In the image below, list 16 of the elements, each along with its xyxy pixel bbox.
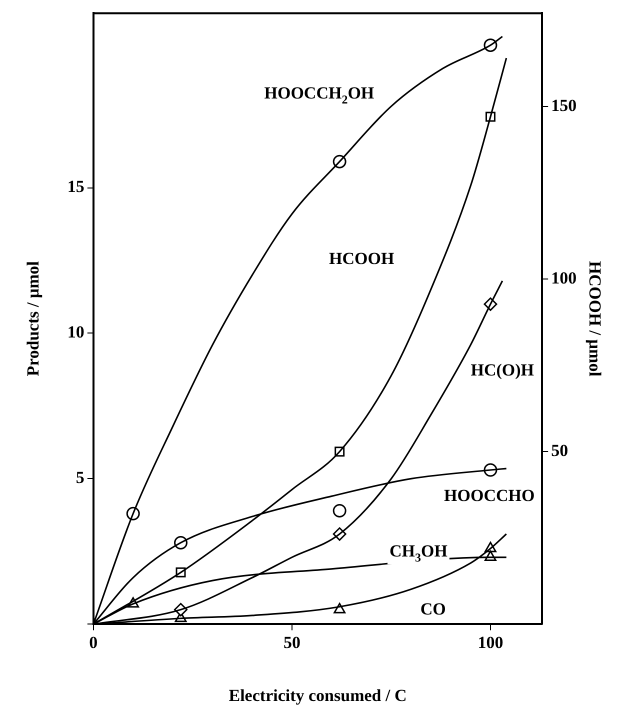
text: HCOOH <box>329 248 394 268</box>
y2-tick-label: 50 <box>551 440 568 460</box>
y-tick-label: 10 <box>67 322 84 342</box>
series-label: CO <box>420 600 446 619</box>
x-axis-title: Electricity consumed / C <box>228 686 407 706</box>
y2-tick-label: 150 <box>551 96 577 115</box>
x-tick-label: 100 <box>478 632 504 652</box>
y2-axis-title: HCOOH / μmol <box>585 260 604 377</box>
y-axis-title: Products / μmol <box>24 260 43 376</box>
y-tick-label: 15 <box>67 177 84 196</box>
series-label: HC(O)H <box>470 360 534 380</box>
x-tick-label: 50 <box>283 632 300 652</box>
y2-tick-label: 100 <box>551 268 577 288</box>
x-tick-label: 0 <box>89 632 98 652</box>
series-label: HOOCCHO <box>444 486 535 505</box>
y-tick-label: 5 <box>76 468 84 488</box>
